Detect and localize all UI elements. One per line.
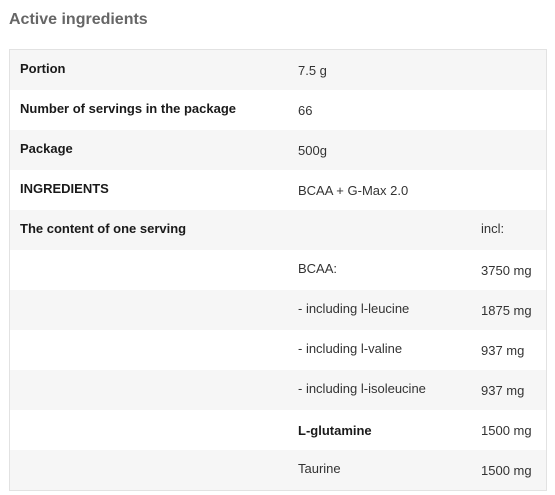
table-row: The content of one serving incl: xyxy=(10,210,546,250)
table-row: BCAA: 3750 mg xyxy=(10,250,546,290)
row-value: 500g xyxy=(298,142,327,158)
row-label: INGREDIENTS xyxy=(20,180,109,196)
table-row: - including l-leucine 1875 mg xyxy=(10,290,546,330)
table-row: L-glutamine 1500 mg xyxy=(10,410,546,450)
row-label: Number of servings in the package xyxy=(20,100,237,116)
row-extra: 937 mg xyxy=(481,342,525,358)
row-value: L-glutamine xyxy=(298,422,372,438)
row-value: Taurine xyxy=(298,460,341,476)
row-value: BCAA + G-Max 2.0 xyxy=(298,182,409,198)
table-row: Portion 7.5 g xyxy=(10,50,546,90)
row-value: BCAA: xyxy=(298,260,338,276)
row-label: Portion xyxy=(20,60,66,76)
table-row: Number of servings in the package 66 xyxy=(10,90,546,130)
row-extra: 1500 mg xyxy=(481,422,532,438)
row-value: 66 xyxy=(298,102,313,118)
row-value: - including l-isoleucine xyxy=(298,380,426,396)
row-label: Package xyxy=(20,140,73,156)
row-extra: 3750 mg xyxy=(481,262,532,278)
row-value: - including l-valine xyxy=(298,340,403,356)
row-label: The content of one serving xyxy=(20,220,187,236)
table-row: - including l-valine 937 mg xyxy=(10,330,546,370)
ingredients-table: Portion 7.5 g Number of servings in the … xyxy=(9,49,547,491)
row-extra: 1875 mg xyxy=(481,302,532,318)
row-extra: incl: xyxy=(481,220,505,236)
table-row: Taurine 1500 mg xyxy=(10,450,546,490)
section-heading: Active ingredients xyxy=(9,11,148,28)
table-row: Package 500g xyxy=(10,130,546,170)
table-row: - including l-isoleucine 937 mg xyxy=(10,370,546,410)
row-value: 7.5 g xyxy=(298,62,327,78)
table-row: INGREDIENTS BCAA + G-Max 2.0 xyxy=(10,170,546,210)
row-extra: 937 mg xyxy=(481,382,525,398)
row-value: - including l-leucine xyxy=(298,300,410,316)
row-extra: 1500 mg xyxy=(481,462,532,478)
